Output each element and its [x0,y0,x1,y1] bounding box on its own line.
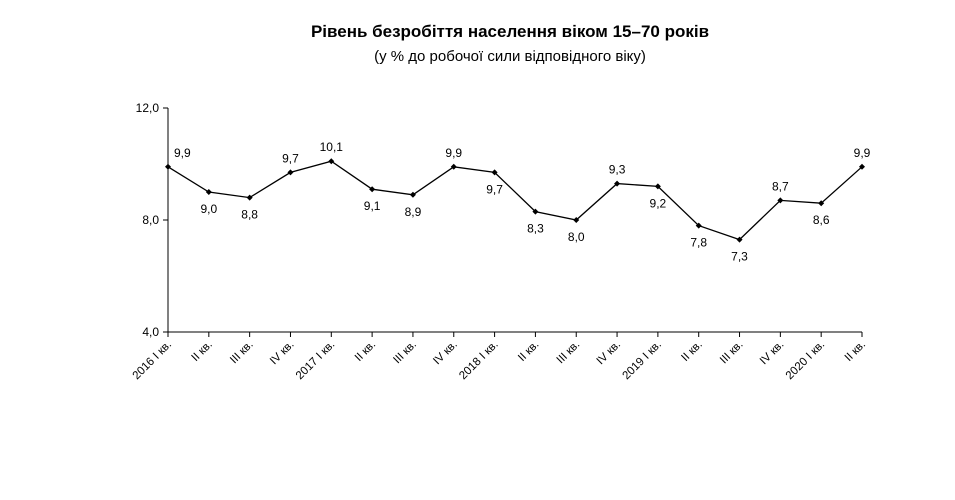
data-point [328,158,335,165]
chart-subtitle: (у % до робочої сили відповідного віку) [374,48,646,65]
data-point [777,197,784,204]
x-tick-label: II кв. [516,339,541,364]
x-tick-label: 2018 I кв. [457,339,500,382]
data-point [246,194,253,201]
y-ticks: 4,0 8,0 12,0 [136,101,168,339]
data-point [736,236,743,243]
data-label: 9,9 [174,146,191,160]
x-ticks: 2016 I кв. II кв. III кв. IV кв.2017 I кв. I… [131,332,868,382]
data-label: 8,6 [813,213,830,227]
y-tick-label: 12,0 [136,101,160,115]
data-label: 9,7 [282,151,299,165]
data-point [654,183,661,190]
y-tick-label: 4,0 [142,325,159,339]
data-point [491,169,498,176]
data-label: 10,1 [320,140,344,154]
data-label: 8,9 [405,205,422,219]
data-label: 7,8 [690,236,707,250]
data-labels: 9,9 9,0 8,8 9,7 10,1 9,1 8,9 9,9 9,7 8,3 8,0 9,3 9,2… [174,140,871,263]
x-tick-label: 2016 I кв. [131,339,174,382]
x-tick-label: IV кв. [595,339,624,368]
data-point [859,163,865,170]
data-label: 8,7 [772,179,789,193]
data-point [573,217,580,223]
x-tick-label: III кв. [718,339,746,367]
data-point [695,222,702,229]
data-label: 9,9 [445,146,462,160]
data-point [450,163,457,170]
data-label: 9,9 [854,146,871,160]
x-tick-label: II кв. [843,339,868,364]
data-label: 9,2 [650,196,667,210]
x-tick-label: IV кв. [431,339,460,368]
data-label: 9,0 [200,202,217,216]
chart-title: Рівень безробіття населення віком 15–70 … [310,22,710,41]
data-point [409,191,416,198]
data-label: 8,0 [568,230,585,244]
data-label: 7,3 [731,250,748,264]
x-tick-label: II кв. [353,339,378,364]
data-label: 9,7 [486,182,503,196]
series-line [167,160,863,241]
data-point [369,186,376,193]
data-point [532,208,539,215]
x-tick-label: 2019 I кв. [621,339,664,382]
x-tick-label: III кв. [228,339,256,367]
data-point [287,169,294,176]
data-label: 8,8 [241,208,258,222]
x-tick-label: IV кв. [758,339,787,368]
data-point [165,163,171,170]
data-point [205,189,212,195]
data-points [165,158,865,243]
x-tick-label: II кв. [190,339,215,364]
data-label: 9,1 [364,199,381,213]
x-tick-label: 2020 I кв. [784,339,827,382]
x-tick-label: IV кв. [268,339,297,368]
x-tick-label: 2017 I кв. [294,339,337,382]
data-point [818,200,825,207]
y-tick-label: 8,0 [142,213,159,227]
x-tick-label: III кв. [555,339,583,367]
x-tick-label: III кв. [391,339,419,367]
data-label: 8,3 [527,222,544,236]
x-tick-label: II кв. [679,339,704,364]
data-point [614,180,621,187]
data-label: 9,3 [609,163,626,177]
